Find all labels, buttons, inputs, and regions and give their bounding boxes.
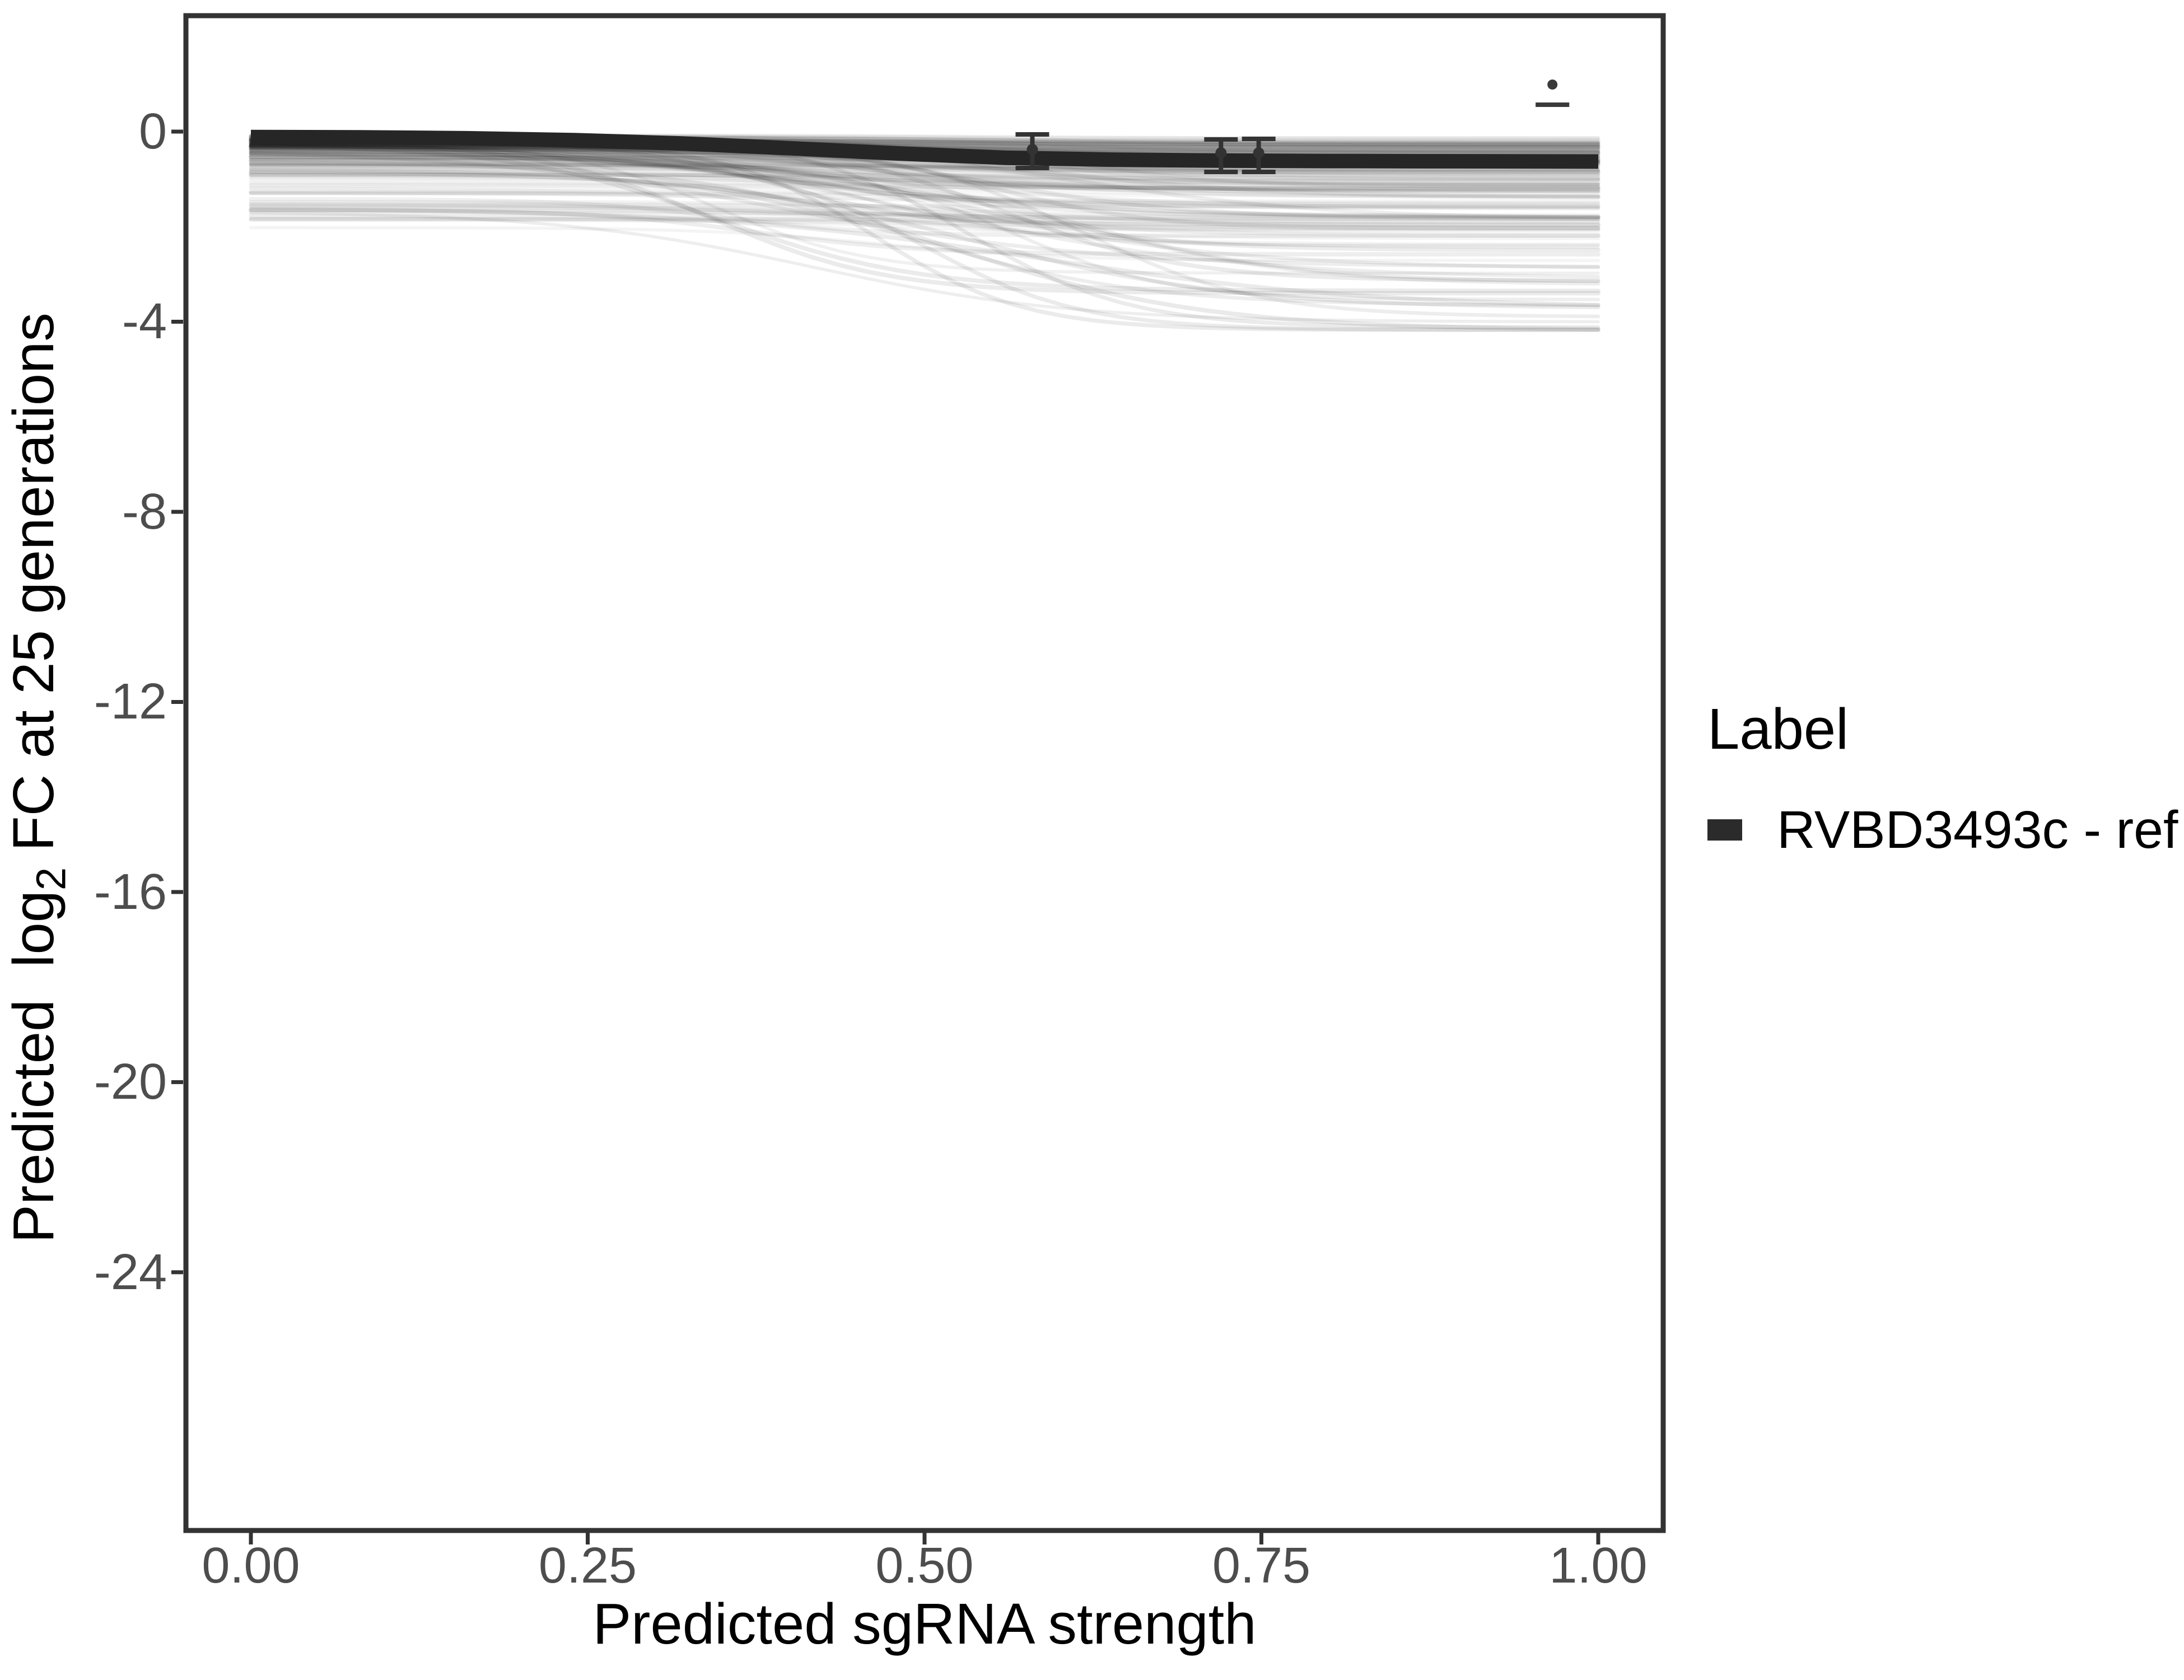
panel-border <box>183 13 1666 1533</box>
error-bar-point <box>1253 147 1264 159</box>
x-tick-label: 0.75 <box>1212 1538 1311 1594</box>
y-tick-label: -8 <box>122 483 167 540</box>
y-axis-title: Predicted log2 FC at 25 generations <box>1 302 74 1254</box>
legend-item-label: RVBD3493c - ref <box>1777 800 2178 860</box>
legend-title: Label <box>1707 697 1849 761</box>
x-tick-label: 1.00 <box>1549 1538 1648 1594</box>
x-axis-title: Predicted sgRNA strength <box>592 1592 1257 1656</box>
y-tick-label: -20 <box>94 1054 167 1110</box>
x-tick-label: 0.50 <box>875 1538 974 1594</box>
x-tick-label: 0.25 <box>538 1538 637 1594</box>
y-tick-label: -12 <box>94 674 167 730</box>
y-tick-label: -4 <box>122 293 167 350</box>
median-smooth-line <box>250 129 1599 169</box>
error-bar-point <box>1026 143 1038 155</box>
legend-item: RVBD3493c - ref <box>1707 802 2178 858</box>
isolated-observation <box>1536 79 1570 107</box>
x-tick-label: 0.00 <box>202 1538 300 1594</box>
error-bar-point <box>1215 147 1227 159</box>
isolated-point <box>1547 79 1558 90</box>
axis-ticks <box>171 129 1600 1544</box>
y-tick-label: -24 <box>94 1244 167 1300</box>
y-axis-title-post: FC at 25 generations <box>1 312 66 867</box>
legend: Label RVBD3493c - ref <box>1707 697 2178 858</box>
error-bars <box>1015 132 1276 174</box>
y-tick-label: -16 <box>94 864 167 920</box>
legend-key-swatch <box>1707 819 1742 841</box>
y-tick-label: 0 <box>138 104 167 160</box>
